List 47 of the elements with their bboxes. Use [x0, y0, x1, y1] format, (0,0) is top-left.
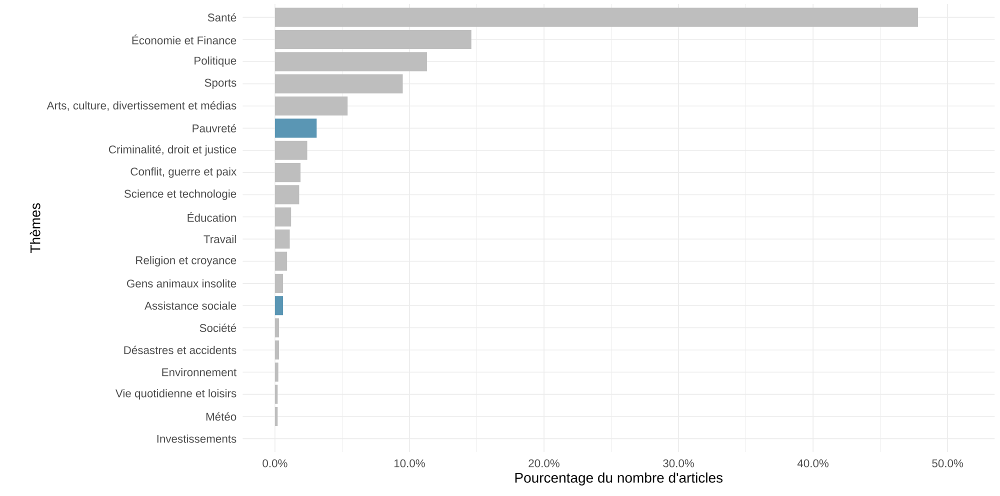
bar	[274, 96, 348, 116]
bar	[274, 207, 292, 226]
y-tick-label: Travail	[204, 234, 236, 244]
bar	[274, 30, 472, 50]
y-tick-label: Sports	[204, 78, 236, 89]
bar	[274, 296, 284, 316]
bar	[274, 74, 403, 94]
y-tick-label: Criminalité, droit et justice	[108, 145, 236, 156]
y-tick-label: Religion et croyance	[136, 256, 236, 266]
y-tick-label: Assistance sociale	[144, 302, 236, 310]
y-tick-label: Pauvreté	[192, 124, 236, 132]
x-tick-label: 50.0%	[932, 459, 964, 468]
bar	[274, 118, 317, 138]
x-tick-label: 0.0%	[262, 459, 288, 468]
y-tick-label: Arts, culture, divertissement et médias	[46, 101, 236, 111]
bar	[274, 406, 278, 426]
bar	[274, 8, 918, 27]
y-tick-label: Désastres et accidents	[124, 346, 236, 354]
bar	[274, 384, 278, 404]
y-tick-label: Science et technologie	[124, 190, 236, 200]
y-tick-label: Gens animaux insolite	[127, 279, 236, 288]
y-tick-label: Conflit, guerre et paix	[130, 167, 236, 178]
x-tick-label: 40.0%	[797, 459, 829, 468]
bar	[274, 163, 301, 182]
x-tick-label: 20.0%	[528, 459, 560, 468]
y-axis-title: Thèmes	[30, 203, 40, 253]
y-tick-label: Santé	[208, 13, 236, 22]
bar	[274, 230, 290, 249]
y-tick-label: Investissements	[157, 434, 236, 443]
bar	[274, 274, 284, 293]
bar	[274, 185, 300, 204]
y-tick-label: Environnement	[162, 368, 237, 376]
bar	[274, 252, 288, 271]
x-tick-label: 30.0%	[663, 459, 694, 468]
x-tick-label: 10.0%	[394, 459, 425, 468]
y-tick-label: Économie et Finance	[132, 34, 236, 44]
bar	[274, 140, 308, 160]
x-axis-title: Pourcentage du nombre d'articles	[515, 472, 723, 486]
bar	[274, 318, 279, 338]
y-tick-label: Vie quotidienne et loisirs	[115, 389, 236, 400]
bar	[274, 52, 427, 72]
bar	[274, 362, 278, 382]
y-tick-label: Météo	[206, 412, 236, 421]
y-tick-label: Politique	[194, 56, 236, 67]
bar	[274, 340, 279, 360]
y-tick-label: Éducation	[188, 212, 236, 222]
y-tick-label: Société	[200, 324, 236, 332]
